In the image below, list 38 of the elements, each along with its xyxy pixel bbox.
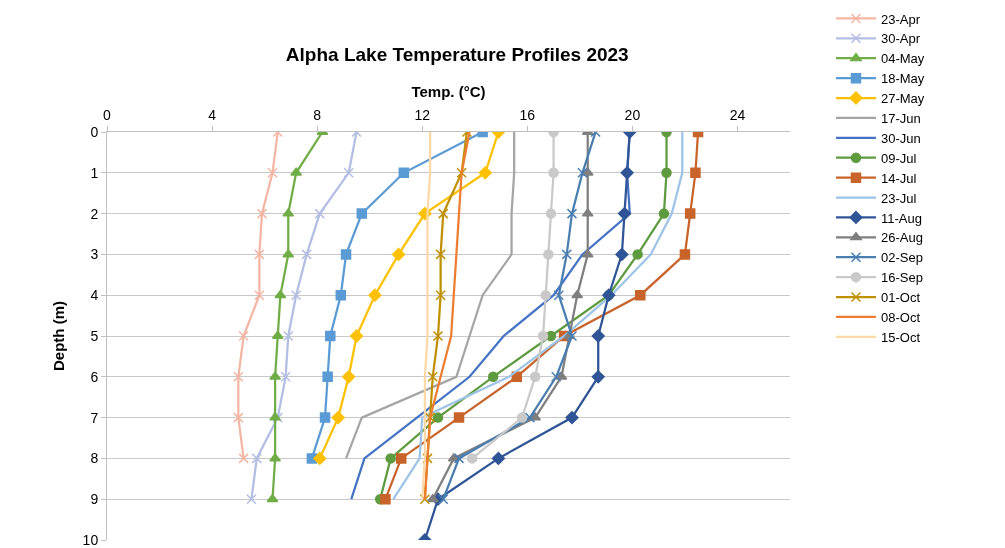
legend-label: 04-May [880,51,925,67]
legend-label: 11-Aug [880,210,922,226]
legend-label: 15-Oct [880,329,921,345]
legend-label: 18-May [880,71,925,87]
x-tick-label: 8 [313,107,322,124]
y-tick-label: 9 [90,491,99,508]
legend-label: 14-Jul [880,170,917,186]
y-tick-label: 0 [90,123,99,140]
x-tick-label: 0 [103,107,112,124]
legend-label: 17-Jun [880,111,921,126]
legend-label: 01-Oct [880,290,921,306]
x-tick-label: 4 [208,107,217,124]
y-tick-label: 4 [90,287,99,304]
y-tick-label: 2 [90,205,99,222]
legend-label: 30-Apr [880,31,921,47]
y-tick-label: 8 [90,450,99,467]
x-tick-label: 24 [729,107,746,124]
x-axis-title: Temp. (°C) [411,82,486,100]
y-tick-label: 5 [90,327,99,344]
legend-label: 08-Oct [880,310,921,325]
legend-label: 09-Jul [880,150,917,166]
y-tick-label: 7 [90,409,99,426]
x-tick-label: 20 [624,107,641,124]
legend-label: 26-Aug [880,230,923,246]
legend-label: 23-Apr [880,11,921,27]
x-tick-label: 16 [519,107,536,124]
y-tick-label: 1 [90,164,99,181]
chart-title: Alpha Lake Temperature Profiles 2023 [285,44,629,66]
legend-label: 30-Jun [880,130,921,146]
y-axis-title: Depth (m) [49,301,67,371]
y-tick-label: 3 [90,246,99,263]
legend-label: 02-Sep [880,250,923,266]
legend-label: 27-May [880,91,925,107]
x-tick-label: 12 [414,107,431,124]
legend-label: 23-Jul [880,190,917,206]
y-tick-label: 6 [90,368,99,385]
legend-label: 16-Sep [880,270,923,286]
y-tick-label: 10 [82,531,99,548]
